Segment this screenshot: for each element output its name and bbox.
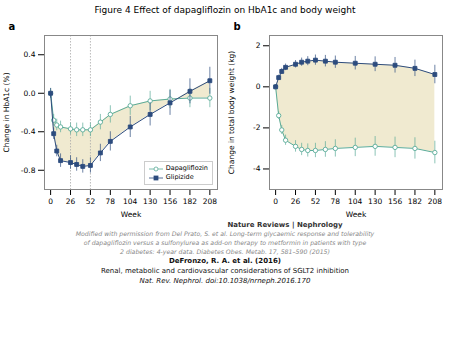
svg-text:b: b [234,21,241,32]
svg-text:208: 208 [203,197,218,206]
svg-text:2: 2 [256,41,261,50]
html-text:Renal, metabolic and cardiovas: Renal, metabolic and cardiovascular cons… [100,267,350,275]
svg-text:-0.8: -0.8 [21,166,36,175]
html-text:Nature Reviews | Nephrology: Nature Reviews | Nephrology [227,221,343,229]
html-text:Figure 4 Effect of dapaglifloz: Figure 4 Effect of dapagliflozin on HbA1… [94,5,356,15]
svg-text:0: 0 [256,82,261,91]
svg-text:208: 208 [428,197,443,206]
svg-text:Change in total body weight (k: Change in total body weight (kg) [227,51,236,174]
svg-text:26: 26 [291,197,301,206]
html-text:Dapagliflozin: Dapagliflozin [165,164,208,172]
svg-text:0.4: 0.4 [24,50,36,59]
svg-text:156: 156 [163,197,178,206]
svg-text:78: 78 [331,197,341,206]
svg-text:52: 52 [86,197,96,206]
svg-text:0: 0 [273,197,278,206]
html-text:DeFronzo, R. A. et al. (2016): DeFronzo, R. A. et al. (2016) [169,257,281,265]
svg-text:104: 104 [123,197,138,206]
svg-text:182: 182 [183,197,198,206]
svg-text:Week: Week [346,210,367,219]
svg-text:0.0: 0.0 [24,89,36,98]
html-text:Modified with permission from: Modified with permission from Del Prato,… [75,230,375,237]
svg-text:26: 26 [66,197,76,206]
svg-text:182: 182 [408,197,423,206]
svg-text:0: 0 [48,197,53,206]
svg-text:52: 52 [311,197,321,206]
svg-text:a: a [9,21,16,32]
html-text:Glipizide: Glipizide [165,173,194,181]
svg-text:-0.4: -0.4 [21,127,36,136]
html-text:Nat. Rev. Nephrol. doi:10.1038: Nat. Rev. Nephrol. doi:10.1038/nrneph.20… [139,277,311,285]
svg-text:Change in HbA1c (%): Change in HbA1c (%) [2,72,11,152]
html-text:of dapagliflozin versus a sulf: of dapagliflozin versus a sulfonylurea a… [83,239,367,246]
svg-text:-4: -4 [253,164,261,173]
svg-text:130: 130 [368,197,383,206]
svg-text:104: 104 [348,197,363,206]
html-text:2 diabetes: 4-year data. Diabe: 2 diabetes: 4-year data. Diabetes Obes. … [120,248,330,255]
svg-text:-2: -2 [253,123,261,132]
svg-text:Week: Week [121,210,142,219]
svg-text:78: 78 [106,197,116,206]
svg-text:130: 130 [143,197,158,206]
svg-text:156: 156 [388,197,403,206]
